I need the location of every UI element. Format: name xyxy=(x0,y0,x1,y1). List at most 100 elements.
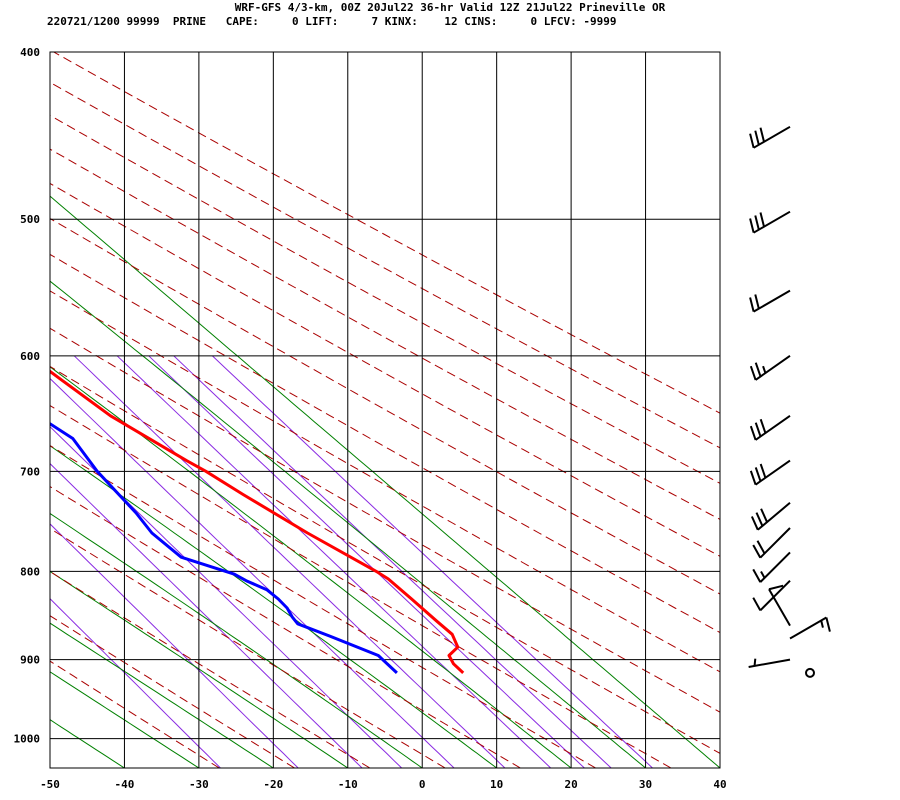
mixing-ratio-line xyxy=(50,377,455,768)
x-tick-label: -30 xyxy=(189,778,209,791)
barb-half-feather xyxy=(820,620,824,628)
x-tick-label: 20 xyxy=(564,778,577,791)
wind-barb xyxy=(789,616,831,640)
x-tick-label: 10 xyxy=(490,778,503,791)
barb-staff xyxy=(768,588,791,627)
barb-feather xyxy=(749,425,757,441)
temperature-profile-line xyxy=(50,369,465,674)
wind-barbs xyxy=(748,125,831,678)
wind-barb xyxy=(749,414,791,441)
wind-barb xyxy=(749,210,791,234)
plot-frame xyxy=(49,51,721,769)
wind-barb xyxy=(748,658,791,668)
dry-adiabat-line xyxy=(50,615,295,768)
wind-barb xyxy=(768,584,791,627)
barb-feather xyxy=(754,294,760,309)
y-tick-label: 600 xyxy=(20,350,40,363)
dry-adiabat-line xyxy=(50,570,371,768)
dry-adiabat-line xyxy=(50,148,720,520)
barb-feather xyxy=(754,467,762,482)
wind-barb xyxy=(749,355,791,381)
barb-feather xyxy=(768,584,784,591)
barb-feather xyxy=(749,133,755,149)
moist-adiabat-line xyxy=(50,570,349,768)
wind-barb xyxy=(752,527,791,559)
barb-feather xyxy=(759,463,767,479)
moist-adiabat-line xyxy=(50,671,200,768)
barb-feather xyxy=(749,470,757,485)
mixing-ratio-line xyxy=(50,523,299,768)
mixing-ratio-line xyxy=(50,462,363,768)
mixing-ratio-line xyxy=(116,355,552,768)
background-lines xyxy=(50,52,720,768)
dry-adiabat-line xyxy=(50,527,446,768)
wind-barb xyxy=(749,125,791,149)
y-tick-label: 400 xyxy=(20,46,40,59)
moist-adiabat-line xyxy=(50,512,423,768)
moist-adiabat-line xyxy=(50,719,125,768)
y-tick-label: 1000 xyxy=(14,733,41,746)
y-tick-label: 900 xyxy=(20,654,40,667)
barb-feather xyxy=(754,362,762,377)
mixing-ratio-line xyxy=(50,426,403,768)
x-tick-label: -50 xyxy=(40,778,60,791)
barb-feather xyxy=(752,568,762,583)
dry-adiabat-line xyxy=(50,253,720,634)
barb-feather xyxy=(749,218,755,233)
x-tick-label: 30 xyxy=(639,778,652,791)
moist-adiabat-line xyxy=(50,195,720,768)
barb-feather xyxy=(756,540,766,554)
wind-barb xyxy=(752,580,791,612)
y-tick-label: 500 xyxy=(20,213,40,226)
x-tick-label: 0 xyxy=(419,778,426,791)
axis-tick-labels: -50 -40 -30 -20 -10 0 10 20 30 40 400 500 600 700 800 9… xyxy=(14,46,727,791)
barb-feather xyxy=(759,212,765,227)
mixing-ratio-line xyxy=(173,355,612,768)
y-tick-label: 800 xyxy=(20,565,40,578)
barb-feather xyxy=(750,516,759,531)
dry-adiabat-line xyxy=(50,81,720,449)
barb-staff xyxy=(759,580,791,612)
dry-adiabat-line xyxy=(50,327,720,713)
barb-feather xyxy=(759,418,767,434)
barb-feather xyxy=(754,422,762,437)
barb-feather xyxy=(755,512,764,527)
x-tick-label: -20 xyxy=(263,778,283,791)
barb-feather xyxy=(759,127,765,143)
grid-lines xyxy=(50,52,720,768)
wind-barb xyxy=(805,667,815,678)
wind-barb xyxy=(750,502,791,531)
wind-barb xyxy=(749,459,791,486)
mixing-ratio-line xyxy=(50,597,221,768)
dry-adiabat-line xyxy=(50,404,672,768)
x-tick-label: -10 xyxy=(338,778,358,791)
barb-feather xyxy=(749,365,757,381)
x-tick-label: -40 xyxy=(115,778,135,791)
moist-adiabat-line xyxy=(50,366,572,768)
dry-adiabat-line xyxy=(53,52,720,414)
x-tick-label: 40 xyxy=(713,778,726,791)
barb-half-feather xyxy=(760,571,766,579)
mixing-ratio-line xyxy=(211,355,653,768)
y-tick-label: 700 xyxy=(20,465,40,478)
dewpoint-profile-line xyxy=(50,421,398,674)
profile-lines xyxy=(50,369,465,674)
barb-feather xyxy=(752,597,762,611)
dry-adiabat-line xyxy=(50,444,596,768)
dry-adiabat-line xyxy=(50,114,720,484)
barb-feather xyxy=(760,508,768,523)
barb-feather xyxy=(754,215,760,230)
moist-adiabat-line xyxy=(50,622,274,768)
barb-feather xyxy=(752,544,762,559)
sounding-info-line: 220721/1200 99999 PRINE CAPE: 0 LIFT: 7 … xyxy=(47,15,617,28)
mixing-ratio-line xyxy=(73,355,506,768)
dry-adiabat-line xyxy=(50,290,720,673)
wind-barb xyxy=(752,551,791,583)
barb-feather xyxy=(825,617,831,632)
barb-feather xyxy=(749,297,755,312)
barb-half-feather xyxy=(762,365,767,374)
dry-adiabat-line xyxy=(50,485,521,768)
barb-half-feather xyxy=(753,658,757,667)
barb-feather xyxy=(754,130,760,146)
